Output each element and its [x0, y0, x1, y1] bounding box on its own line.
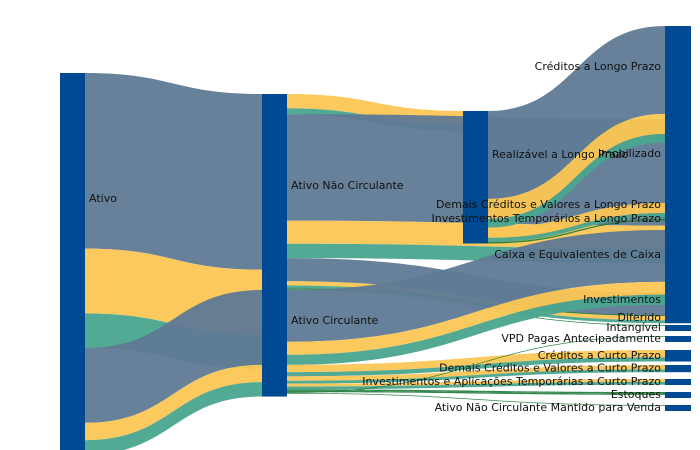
node-dcvcp: [665, 365, 691, 373]
link-ac-iatcp-band-2: [287, 379, 665, 387]
node-label-iatcp: Investimentos e Aplicações Temporárias a…: [362, 375, 661, 388]
link-rlp-clp-band-3: [488, 134, 665, 228]
node-label-dcvcp: Demais Créditos e Valores a Curto Prazo: [439, 362, 661, 375]
node-ac: [262, 290, 287, 397]
node-ativo: [60, 73, 85, 450]
link-ac-est-band-3: [287, 390, 665, 395]
node-label-ativo: Ativo: [89, 192, 117, 205]
node-label-intg: Intangível: [606, 321, 661, 334]
node-label-itlp: Investimentos Temporários a Longo Prazo: [432, 212, 662, 225]
node-label-clp: Créditos a Longo Prazo: [535, 60, 662, 73]
node-label-imob: Imobilizado: [598, 147, 661, 160]
link-ac-ancmv-band-3: [287, 392, 665, 406]
link-ac-cec-band-3: [287, 294, 665, 365]
node-label-cec: Caixa e Equivalentes de Caixa: [494, 248, 661, 261]
node-label-inv: Investimentos: [583, 293, 661, 306]
link-ac-ccp-band-2: [287, 350, 665, 373]
link-ativo-ac-band-2: [85, 364, 262, 441]
node-cec: [665, 230, 691, 305]
links-layer: [85, 26, 665, 450]
node-ccp: [665, 350, 691, 362]
link-rlp-dcvlp-band-2: [488, 203, 665, 238]
node-est: [665, 392, 691, 398]
link-rlp-dcvlp-band-3: [488, 213, 665, 243]
link-ac-dcvcp-band-3: [287, 369, 665, 384]
node-label-est: Estoques: [611, 388, 661, 401]
node-dif: [665, 315, 691, 321]
node-label-anc: Ativo Não Circulante: [291, 179, 404, 192]
nodes-layer: [60, 26, 691, 450]
link-rlp-clp-band-1: [488, 26, 665, 199]
link-ac-ccp-band-3: [287, 357, 665, 377]
link-ac-est-band-2: [287, 389, 665, 394]
node-ancmv: [665, 405, 691, 411]
node-label-dcvlp: Demais Créditos e Valores a Longo Prazo: [436, 198, 661, 211]
node-label-ancmv: Ativo Não Circulante Mantido para Venda: [435, 401, 661, 414]
link-ac-iatcp-band-3: [287, 381, 665, 390]
node-intg: [665, 325, 691, 331]
link-rlp-clp-band-2: [488, 113, 665, 219]
link-rlp-itlp-band-3: [488, 219, 665, 244]
node-label-ac: Ativo Circulante: [291, 314, 379, 327]
link-ac-cec-band-1: [287, 230, 665, 342]
node-label-vpd: VPD Pagas Antecipadamente: [501, 332, 661, 345]
node-dcvlp: [665, 203, 691, 218]
node-itlp: [665, 219, 691, 225]
link-ativo-ac-band-3: [85, 382, 262, 450]
link-ativo-anc-band-1: [85, 73, 262, 270]
link-ativo-ac-band-1: [85, 290, 262, 423]
node-rlp: [463, 111, 488, 244]
link-ac-dcvcp-band-2: [287, 365, 665, 381]
node-vpd: [665, 336, 691, 342]
node-iatcp: [665, 379, 691, 385]
labels-layer: Ativo Ativo Não Circulante Ativo Circulant…: [89, 60, 661, 414]
node-label-rlp: Realizável a Longo Prazo: [492, 148, 629, 161]
node-label-dif: Diferido: [618, 311, 662, 324]
link-ac-vpd-band-3: [287, 336, 665, 394]
link-ac-cec-band-2: [287, 281, 665, 355]
node-label-ccp: Créditos a Curto Prazo: [538, 349, 661, 362]
